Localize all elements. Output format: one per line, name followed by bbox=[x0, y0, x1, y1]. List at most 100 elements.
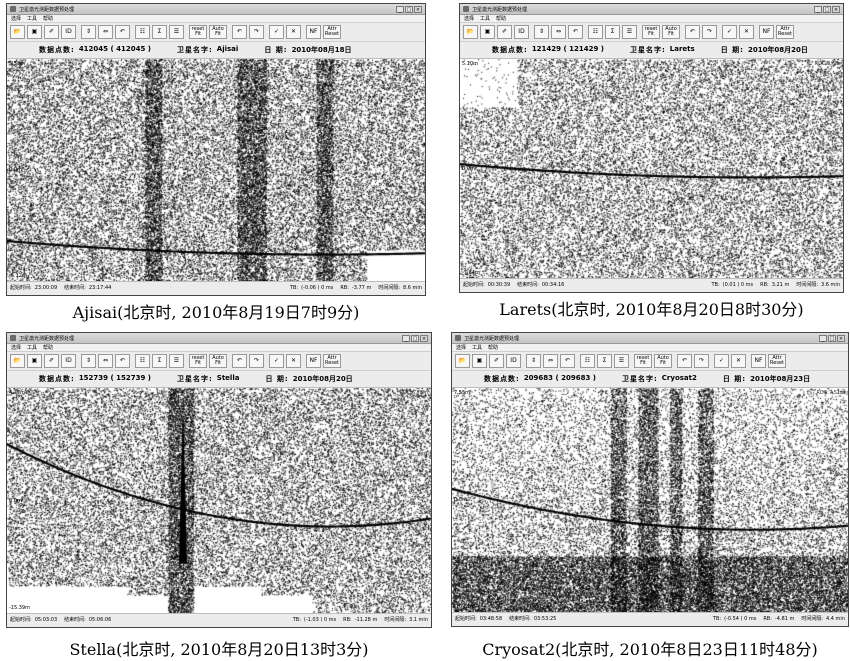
menu-tools[interactable]: 工具 bbox=[27, 345, 38, 351]
attr-reset-button[interactable]: Attr Reset bbox=[323, 25, 341, 39]
id-button[interactable]: ID bbox=[514, 25, 529, 39]
scatter-canvas[interactable] bbox=[460, 59, 843, 278]
attr-reset-button[interactable]: Attr Reset bbox=[768, 354, 786, 368]
list-tool-button[interactable]: ☰ bbox=[622, 25, 637, 39]
minimize-button[interactable]: _ bbox=[396, 5, 404, 13]
horizontal-stretch-button[interactable]: ⇔ bbox=[98, 25, 113, 39]
save-button[interactable]: ▣ bbox=[472, 354, 487, 368]
menu-help[interactable]: 帮助 bbox=[496, 16, 507, 22]
reset-fit-button[interactable]: reset Fit bbox=[642, 25, 660, 39]
nf-button[interactable]: NF bbox=[759, 25, 774, 39]
reset-fit-button[interactable]: reset Fit bbox=[189, 25, 207, 39]
residual-plot[interactable]: 5.10m 0.0m -7.34m RDC:3.6m bbox=[460, 59, 843, 279]
redo-icon[interactable]: ↷ bbox=[702, 25, 717, 39]
id-button[interactable]: ID bbox=[61, 25, 76, 39]
menu-help[interactable]: 帮助 bbox=[43, 345, 54, 351]
auto-fit-button[interactable]: Auto Fit bbox=[662, 25, 680, 39]
sigma-tool-button[interactable]: Σ bbox=[152, 354, 167, 368]
close-button[interactable]: × bbox=[414, 5, 422, 13]
save-button[interactable]: ▣ bbox=[27, 25, 42, 39]
residual-plot[interactable]: 5.58m 0.0m -6.12m bbox=[7, 59, 425, 282]
menu-tools[interactable]: 工具 bbox=[480, 16, 491, 22]
delete-icon[interactable]: ✕ bbox=[286, 354, 301, 368]
scatter-canvas[interactable] bbox=[452, 388, 848, 612]
undo-icon[interactable]: ↶ bbox=[685, 25, 700, 39]
undo-zoom-button[interactable]: ↶ bbox=[560, 354, 575, 368]
undo-icon[interactable]: ↶ bbox=[232, 25, 247, 39]
check-icon[interactable]: ✓ bbox=[269, 354, 284, 368]
menu-help[interactable]: 帮助 bbox=[43, 16, 54, 22]
maximize-button[interactable]: □ bbox=[405, 5, 413, 13]
nf-button[interactable]: NF bbox=[751, 354, 766, 368]
grid-tool-button[interactable]: ☷ bbox=[580, 354, 595, 368]
undo-zoom-button[interactable]: ↶ bbox=[115, 25, 130, 39]
sigma-tool-button[interactable]: Σ bbox=[152, 25, 167, 39]
undo-zoom-button[interactable]: ↶ bbox=[568, 25, 583, 39]
vertical-stretch-button[interactable]: ⇕ bbox=[81, 25, 96, 39]
undo-icon[interactable]: ↶ bbox=[232, 354, 247, 368]
horizontal-stretch-button[interactable]: ⇔ bbox=[543, 354, 558, 368]
vertical-stretch-button[interactable]: ⇕ bbox=[534, 25, 549, 39]
id-button[interactable]: ID bbox=[61, 354, 76, 368]
redo-icon[interactable]: ↷ bbox=[249, 354, 264, 368]
auto-fit-button[interactable]: Auto Fit bbox=[654, 354, 672, 368]
minimize-button[interactable]: _ bbox=[819, 334, 827, 342]
list-tool-button[interactable]: ☰ bbox=[169, 354, 184, 368]
check-icon[interactable]: ✓ bbox=[722, 25, 737, 39]
maximize-button[interactable]: □ bbox=[828, 334, 836, 342]
list-tool-button[interactable]: ☰ bbox=[614, 354, 629, 368]
horizontal-stretch-button[interactable]: ⇔ bbox=[98, 354, 113, 368]
grid-tool-button[interactable]: ☷ bbox=[135, 354, 150, 368]
pen-tool-button[interactable]: ✐ bbox=[44, 354, 59, 368]
pen-tool-button[interactable]: ✐ bbox=[44, 25, 59, 39]
minimize-button[interactable]: _ bbox=[402, 334, 410, 342]
list-tool-button[interactable]: ☰ bbox=[169, 25, 184, 39]
pen-tool-button[interactable]: ✐ bbox=[497, 25, 512, 39]
menu-select[interactable]: 选择 bbox=[11, 16, 22, 22]
sigma-tool-button[interactable]: Σ bbox=[597, 354, 612, 368]
attr-reset-button[interactable]: Attr Reset bbox=[776, 25, 794, 39]
open-folder-button[interactable]: 📂 bbox=[10, 354, 25, 368]
close-button[interactable]: × bbox=[832, 5, 840, 13]
delete-icon[interactable]: ✕ bbox=[739, 25, 754, 39]
residual-plot[interactable]: 7.55m 0.0m -10.81m RDC:7.51m bbox=[452, 388, 848, 613]
auto-fit-button[interactable]: Auto Fit bbox=[209, 25, 227, 39]
auto-fit-button[interactable]: Auto Fit bbox=[209, 354, 227, 368]
redo-icon[interactable]: ↷ bbox=[249, 25, 264, 39]
residual-plot[interactable]: 4.77m 0.0m -15.39m RDC:6.73m bbox=[7, 388, 431, 614]
close-button[interactable]: × bbox=[420, 334, 428, 342]
open-folder-button[interactable]: 📂 bbox=[455, 354, 470, 368]
grid-tool-button[interactable]: ☷ bbox=[588, 25, 603, 39]
maximize-button[interactable]: □ bbox=[823, 5, 831, 13]
menu-tools[interactable]: 工具 bbox=[472, 345, 483, 351]
grid-tool-button[interactable]: ☷ bbox=[135, 25, 150, 39]
attr-reset-button[interactable]: Attr Reset bbox=[323, 354, 341, 368]
open-folder-button[interactable]: 📂 bbox=[463, 25, 478, 39]
undo-zoom-button[interactable]: ↶ bbox=[115, 354, 130, 368]
nf-button[interactable]: NF bbox=[306, 25, 321, 39]
horizontal-stretch-button[interactable]: ⇔ bbox=[551, 25, 566, 39]
vertical-stretch-button[interactable]: ⇕ bbox=[81, 354, 96, 368]
sigma-tool-button[interactable]: Σ bbox=[605, 25, 620, 39]
minimize-button[interactable]: _ bbox=[814, 5, 822, 13]
pen-tool-button[interactable]: ✐ bbox=[489, 354, 504, 368]
save-button[interactable]: ▣ bbox=[480, 25, 495, 39]
menu-tools[interactable]: 工具 bbox=[27, 16, 38, 22]
save-button[interactable]: ▣ bbox=[27, 354, 42, 368]
check-icon[interactable]: ✓ bbox=[269, 25, 284, 39]
open-folder-button[interactable]: 📂 bbox=[10, 25, 25, 39]
check-icon[interactable]: ✓ bbox=[714, 354, 729, 368]
close-button[interactable]: × bbox=[837, 334, 845, 342]
menu-help[interactable]: 帮助 bbox=[488, 345, 499, 351]
nf-button[interactable]: NF bbox=[306, 354, 321, 368]
id-button[interactable]: ID bbox=[506, 354, 521, 368]
vertical-stretch-button[interactable]: ⇕ bbox=[526, 354, 541, 368]
reset-fit-button[interactable]: reset Fit bbox=[189, 354, 207, 368]
menu-select[interactable]: 选择 bbox=[456, 345, 467, 351]
delete-icon[interactable]: ✕ bbox=[286, 25, 301, 39]
scatter-canvas[interactable] bbox=[7, 388, 431, 613]
redo-icon[interactable]: ↷ bbox=[694, 354, 709, 368]
maximize-button[interactable]: □ bbox=[411, 334, 419, 342]
undo-icon[interactable]: ↶ bbox=[677, 354, 692, 368]
scatter-canvas[interactable] bbox=[7, 59, 425, 281]
